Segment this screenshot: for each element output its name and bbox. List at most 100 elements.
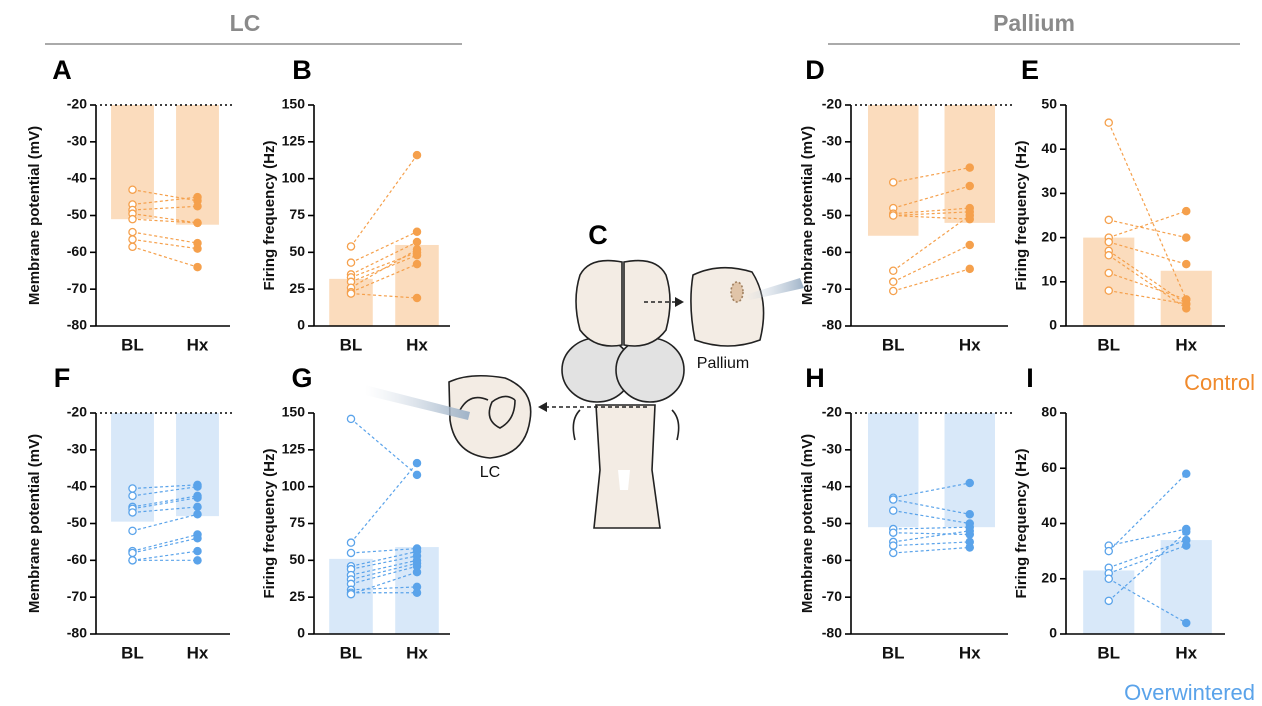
data-point: [346, 589, 356, 599]
data-point: [412, 470, 422, 480]
panel-letter: D: [805, 55, 825, 85]
pair-line: [893, 482, 970, 499]
x-tick-label: Hx: [959, 335, 981, 354]
y-tick-label: -30: [67, 133, 87, 149]
panel-letter: C: [588, 220, 608, 250]
data-point: [193, 510, 202, 519]
data-point: [965, 163, 975, 172]
pair-line: [350, 231, 418, 264]
y-axis-label: Membrane potential (mV): [26, 126, 43, 305]
region-label: LC: [480, 464, 500, 481]
pair-line: [350, 571, 418, 595]
y-tick-label: 75: [289, 206, 305, 222]
y-tick-label: -30: [822, 441, 842, 457]
pair-line: [1108, 122, 1187, 300]
y-tick-label: 0: [297, 625, 305, 641]
y-tick-label: 0: [297, 317, 305, 333]
y-tick-label: -50: [822, 514, 842, 530]
bar: [944, 413, 995, 528]
pair-line: [350, 559, 418, 576]
x-tick-label: Hx: [1175, 643, 1197, 662]
y-tick-label: -50: [67, 206, 87, 222]
y-tick-label: 100: [282, 169, 306, 185]
y-tick-label: -60: [67, 551, 87, 567]
data-point: [193, 218, 202, 228]
data-point: [1182, 527, 1191, 537]
y-axis-label: Membrane potential (mV): [26, 434, 43, 613]
data-point: [1104, 574, 1114, 584]
panel-letter: A: [52, 55, 72, 85]
data-point: [128, 491, 137, 501]
y-tick-label: -80: [67, 317, 87, 333]
pair-line: [1108, 210, 1187, 239]
pair-line: [350, 565, 418, 585]
panel-letter: H: [805, 363, 825, 393]
pair-line: [132, 231, 198, 244]
pair-line: [893, 498, 970, 515]
section-header: Pallium: [993, 10, 1075, 36]
pair-line: [132, 238, 198, 250]
data-point: [128, 242, 137, 252]
data-point: [889, 541, 898, 550]
data-point: [412, 293, 422, 303]
data-point: [193, 262, 202, 272]
y-tick-label: 20: [1041, 228, 1057, 244]
region-label: Pallium: [697, 355, 749, 372]
data-point: [412, 259, 422, 269]
y-axis-label: Firing frequency (Hz): [261, 140, 278, 290]
pair-line: [893, 211, 970, 217]
pair-line: [893, 268, 970, 292]
data-point: [965, 211, 975, 220]
panel-letter: I: [1026, 363, 1034, 393]
data-point: [965, 240, 975, 250]
panel-letter: F: [54, 363, 71, 393]
data-point: [128, 548, 137, 558]
brain-illustration: [448, 259, 765, 529]
data-point: [193, 202, 202, 211]
data-point: [128, 508, 137, 517]
data-point: [965, 478, 975, 488]
y-tick-label: 125: [282, 441, 306, 457]
pair-line: [350, 241, 418, 275]
data-point: [193, 533, 202, 543]
y-tick-label: -60: [822, 551, 842, 567]
y-tick-label: -40: [67, 477, 87, 493]
pair-line: [132, 513, 198, 532]
data-point: [965, 510, 975, 519]
data-point: [346, 548, 356, 558]
y-tick-label: 60: [1041, 459, 1057, 475]
data-point: [128, 214, 137, 224]
panel-letter: G: [291, 363, 312, 393]
data-point: [889, 495, 898, 504]
x-tick-label: BL: [340, 643, 363, 662]
data-point: [128, 185, 137, 194]
pair-line: [893, 214, 970, 220]
data-point: [889, 286, 898, 296]
y-tick-label: 20: [1041, 569, 1057, 585]
panel-letter: E: [1021, 55, 1039, 85]
pair-line: [1108, 531, 1187, 602]
pair-line: [1108, 539, 1187, 569]
data-point: [412, 237, 422, 247]
y-tick-label: -50: [822, 206, 842, 222]
data-point: [1104, 268, 1114, 278]
pair-line: [893, 532, 970, 536]
data-point: [128, 526, 137, 536]
data-point: [412, 588, 422, 597]
pair-line: [893, 167, 970, 183]
y-tick-label: -70: [67, 588, 87, 604]
x-tick-label: Hx: [959, 643, 981, 662]
y-tick-label: 100: [282, 477, 306, 493]
y-tick-label: 75: [289, 514, 305, 530]
data-point: [128, 235, 137, 244]
x-tick-label: BL: [1097, 335, 1120, 354]
data-point: [1104, 286, 1114, 295]
y-tick-label: 10: [1041, 273, 1057, 289]
pair-line: [1108, 241, 1187, 265]
pair-line: [1108, 219, 1187, 239]
data-point: [193, 244, 202, 253]
data-point: [193, 502, 202, 512]
pair-line: [350, 418, 418, 476]
y-axis-label: Membrane potential (mV): [799, 434, 816, 613]
